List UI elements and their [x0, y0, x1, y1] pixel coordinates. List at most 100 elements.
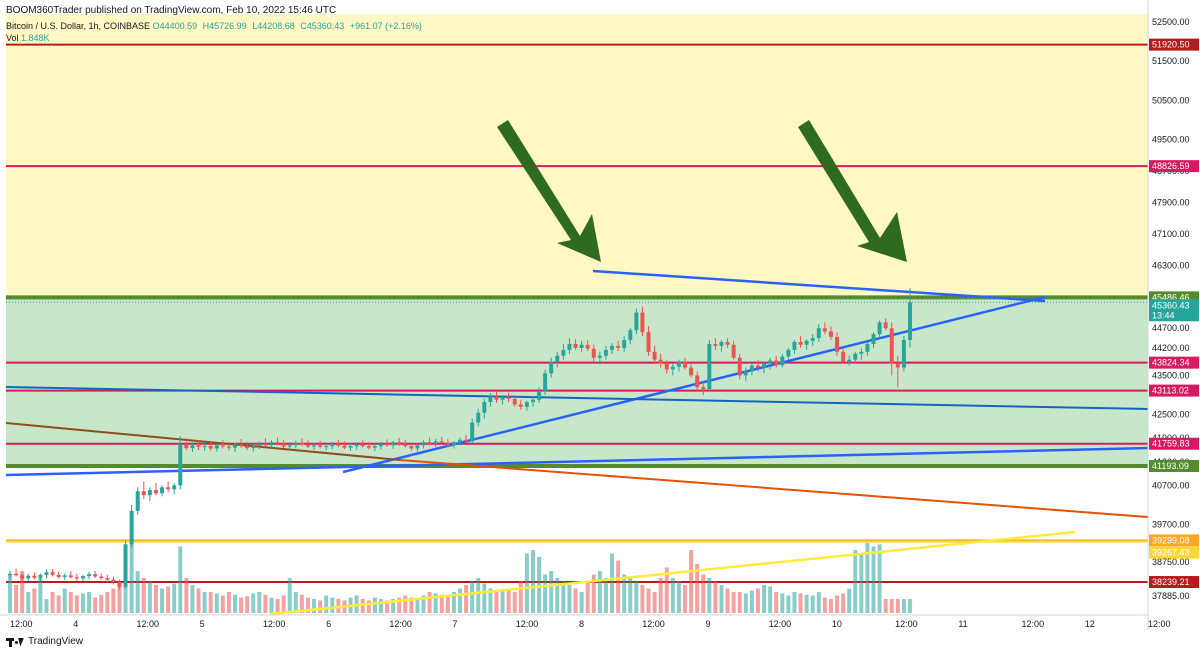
volume-bar-123 [755, 588, 760, 613]
candle-body-6 [44, 572, 49, 575]
candle-body-15 [99, 576, 104, 579]
volume-bar-9 [62, 588, 67, 613]
volume-bar-58 [360, 599, 365, 613]
volume-bar-42 [263, 594, 268, 613]
price-tick-3: 49500.00 [1152, 135, 1190, 145]
time-tick-8: 12:00 [516, 619, 539, 629]
volume-bar-97 [597, 571, 602, 613]
trendline-orange [399, 459, 1149, 518]
candlesticks [8, 287, 912, 590]
candle-body-9 [62, 575, 67, 577]
candle-body-60 [372, 446, 377, 448]
candle-body-140 [859, 351, 864, 354]
volume-bar-69 [427, 592, 432, 613]
ohlc-low: L44208.68 [252, 21, 295, 31]
price-tick-6: 47100.00 [1152, 229, 1190, 239]
time-tick-17: 12 [1085, 619, 1095, 629]
candle-body-81 [500, 397, 505, 400]
candle-body-28 [178, 444, 183, 486]
level-label-bg-5 [1149, 437, 1199, 450]
candle-body-63 [391, 442, 396, 446]
candle-body-95 [585, 344, 590, 349]
candle-body-36 [226, 446, 231, 448]
candle-body-25 [160, 487, 165, 494]
candle-body-26 [166, 487, 171, 490]
candle-body-146 [895, 363, 900, 368]
level-label-8: 39267.43 [1152, 548, 1190, 558]
price-tick-2: 50500.00 [1152, 95, 1190, 105]
level-label-5: 41759.83 [1152, 439, 1190, 449]
candle-body-50 [312, 445, 317, 447]
candle-body-78 [482, 402, 487, 413]
candle-body-104 [640, 312, 645, 333]
symbol-name[interactable]: Bitcoin / U.S. Dollar, 1h, COINBASE [6, 21, 151, 31]
volume-bar-118 [725, 588, 730, 613]
volume-bar-117 [719, 585, 724, 613]
price-tick-16: 38750.00 [1152, 557, 1190, 567]
volume-bar-139 [853, 550, 858, 613]
volume-bar-60 [372, 597, 377, 613]
volume-bar-5 [38, 578, 43, 613]
candle-body-29 [184, 444, 189, 449]
volume-bar-40 [251, 593, 256, 613]
candle-body-4 [32, 575, 37, 578]
volume-bar-26 [166, 586, 171, 613]
volume-label: Vol [6, 33, 19, 43]
candle-body-45 [281, 443, 286, 447]
volume-bar-103 [634, 581, 639, 613]
last-price-bg [1149, 299, 1199, 322]
volume-bar-22 [141, 578, 146, 613]
price-tick-10: 43500.00 [1152, 370, 1190, 380]
candle-body-118 [725, 341, 730, 345]
volume-bar-126 [774, 592, 779, 613]
candle-body-73 [451, 442, 456, 446]
candle-body-123 [755, 365, 760, 368]
volume-bar-17 [111, 588, 116, 613]
candle-body-61 [378, 443, 383, 447]
candle-body-87 [537, 391, 542, 400]
volume-bar-23 [147, 581, 152, 613]
volume-bar-38 [239, 597, 244, 613]
price-tick-1: 51500.00 [1152, 56, 1190, 66]
candle-body-136 [835, 336, 840, 352]
volume-bar-91 [561, 581, 566, 613]
candle-body-2 [20, 575, 25, 579]
candle-body-89 [549, 361, 554, 374]
candle-body-92 [567, 343, 572, 350]
candle-body-7 [50, 572, 55, 575]
volume-bar-47 [293, 592, 298, 613]
volume-bar-72 [445, 595, 450, 613]
level-label-bg-3 [1149, 356, 1199, 369]
time-tick-5: 6 [326, 619, 331, 629]
price-tick-11: 42500.00 [1152, 410, 1190, 420]
level-label-bg-7 [1149, 534, 1199, 547]
candle-body-33 [208, 446, 213, 449]
volume-bar-32 [202, 592, 207, 613]
candle-body-35 [220, 445, 225, 447]
last-price-countdown: 13:44 [1152, 310, 1175, 320]
volume-bar-81 [500, 590, 505, 613]
volume-bar-0 [8, 574, 12, 613]
volume-bar-82 [506, 588, 511, 613]
volume-bar-76 [470, 581, 475, 613]
volume-bar-1 [14, 585, 19, 613]
candle-body-66 [409, 446, 414, 449]
time-tick-7: 7 [453, 619, 458, 629]
candle-body-142 [871, 334, 876, 344]
candle-body-70 [433, 441, 438, 444]
volume-bar-20 [129, 543, 134, 613]
volume-bar-50 [312, 599, 317, 613]
ohlc-high: H45726.99 [202, 21, 247, 31]
volume-bar-112 [689, 550, 694, 613]
candle-body-16 [105, 578, 110, 580]
candle-body-67 [415, 445, 420, 449]
candle-body-75 [464, 439, 469, 442]
tradingview-logo[interactable]: TradingView [6, 636, 83, 647]
time-tick-14: 12:00 [895, 619, 918, 629]
volume-bar-99 [610, 553, 615, 613]
last-price-value: 45360.43 [1152, 300, 1190, 310]
volume-bar-59 [366, 600, 371, 613]
candle-body-69 [427, 442, 432, 444]
volume-bar-24 [153, 585, 158, 613]
